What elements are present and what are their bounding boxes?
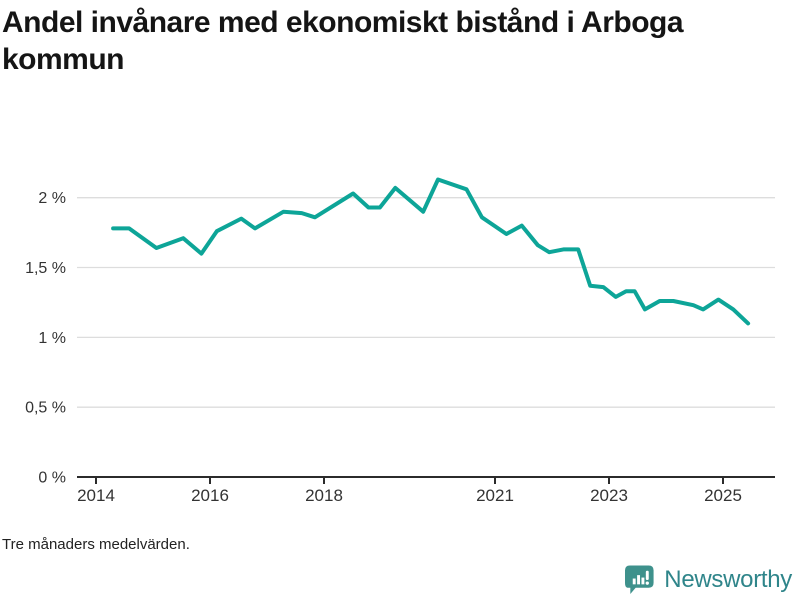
y-axis-tick-label: 1,5 % bbox=[25, 260, 66, 277]
x-axis-tick-label: 2016 bbox=[191, 486, 229, 505]
chart-footnote: Tre månaders medelvärden. bbox=[2, 536, 190, 553]
y-axis-tick-label: 0,5 % bbox=[25, 400, 66, 417]
chart-title: Andel invånare med ekonomiskt bistånd i … bbox=[2, 6, 684, 76]
x-axis-tick-label: 2014 bbox=[77, 486, 115, 505]
y-axis-tick-label: 1 % bbox=[38, 330, 66, 347]
x-axis-tick-label: 2025 bbox=[704, 486, 742, 505]
newsworthy-bar-chart-speech-bubble-icon bbox=[625, 563, 656, 596]
x-axis-tick-label: 2021 bbox=[476, 486, 514, 505]
y-axis-tick-label: 2 % bbox=[38, 190, 66, 207]
x-axis-tick-label: 2018 bbox=[305, 486, 343, 505]
data-line-arboga bbox=[111, 177, 751, 326]
newsworthy-logo[interactable]: Newsworthy bbox=[625, 563, 792, 596]
y-axis-tick-label: 0 % bbox=[38, 470, 66, 487]
x-axis-tick-label: 2023 bbox=[590, 486, 628, 505]
newsworthy-logo-text: Newsworthy bbox=[664, 565, 792, 593]
